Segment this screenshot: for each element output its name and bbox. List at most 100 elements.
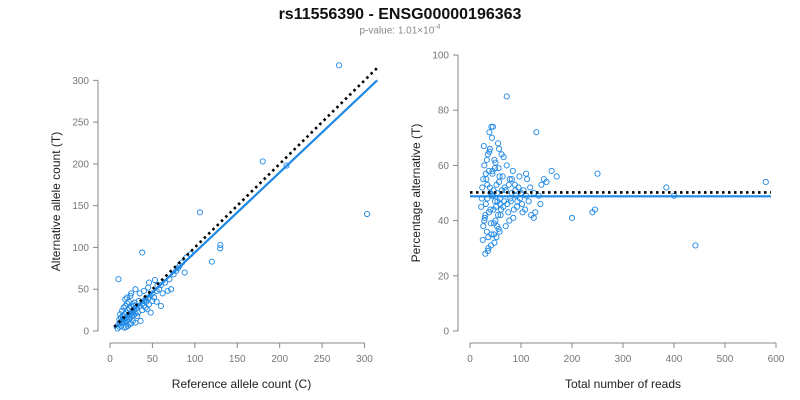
data-point bbox=[548, 167, 555, 174]
data-point bbox=[537, 200, 544, 208]
data-point bbox=[496, 178, 503, 186]
data-point bbox=[553, 173, 560, 180]
data-point bbox=[140, 287, 147, 294]
data-point bbox=[501, 184, 508, 191]
y-tick-label: 150 bbox=[72, 201, 89, 212]
data-point bbox=[149, 297, 156, 304]
data-point bbox=[505, 181, 512, 188]
data-point bbox=[217, 245, 224, 252]
x-axis-title: Reference allele count (C) bbox=[172, 377, 311, 391]
data-point bbox=[120, 304, 127, 311]
data-point bbox=[505, 209, 512, 216]
x-axis-title: Total number of reads bbox=[565, 377, 681, 391]
data-point bbox=[159, 290, 166, 297]
data-point bbox=[483, 228, 490, 235]
data-point bbox=[217, 241, 224, 248]
data-point bbox=[487, 206, 494, 213]
x-tick-label: 150 bbox=[229, 354, 246, 365]
x-tick-label: 200 bbox=[271, 354, 288, 365]
data-point bbox=[147, 309, 154, 316]
subtitle-prefix: p-value: bbox=[359, 25, 398, 37]
data-point bbox=[117, 311, 124, 318]
data-point bbox=[486, 145, 493, 152]
data-point bbox=[479, 184, 486, 191]
data-point bbox=[480, 176, 487, 183]
data-point bbox=[132, 286, 139, 293]
data-point bbox=[493, 223, 501, 230]
y-tick-label: 80 bbox=[438, 106, 450, 117]
data-point bbox=[494, 140, 502, 147]
y-axis-title: Percentage alternative (T) bbox=[409, 124, 423, 263]
data-point bbox=[123, 294, 131, 301]
data-point bbox=[503, 162, 510, 169]
x-tick-label: 200 bbox=[564, 354, 581, 365]
expected-line-dotted bbox=[113, 66, 379, 328]
data-point bbox=[259, 158, 266, 165]
data-point bbox=[497, 212, 504, 219]
data-point bbox=[480, 143, 487, 150]
data-point bbox=[481, 214, 488, 221]
data-point bbox=[486, 129, 493, 136]
x-tick-label: 50 bbox=[147, 354, 159, 365]
data-point bbox=[594, 170, 601, 177]
data-point bbox=[489, 123, 497, 130]
y-tick-label: 20 bbox=[438, 271, 450, 282]
data-point bbox=[122, 296, 129, 303]
data-point bbox=[500, 203, 507, 210]
data-point bbox=[538, 181, 545, 188]
data-point bbox=[145, 279, 153, 286]
data-point bbox=[134, 312, 141, 320]
y-tick-label: 100 bbox=[72, 243, 89, 254]
data-point bbox=[144, 306, 151, 313]
x-tick-label: 500 bbox=[717, 354, 734, 365]
scatter-panel-percentage: 0 100 200 300 400 500 600 0 20 40 60 80 100 Total num… bbox=[409, 51, 785, 392]
data-point bbox=[496, 228, 503, 235]
data-point bbox=[591, 206, 599, 213]
data-point bbox=[525, 198, 532, 205]
data-point bbox=[492, 159, 499, 166]
data-point bbox=[488, 134, 495, 141]
data-point bbox=[490, 187, 497, 194]
y-tick-label: 200 bbox=[72, 159, 89, 170]
y-tick-label: 50 bbox=[78, 285, 90, 296]
data-point bbox=[115, 276, 122, 283]
data-point bbox=[181, 269, 188, 276]
data-point bbox=[478, 203, 485, 210]
data-point bbox=[157, 302, 164, 309]
data-point bbox=[492, 203, 500, 210]
data-point bbox=[506, 176, 513, 183]
data-point bbox=[485, 234, 492, 241]
chart-title: rs11556390 - ENSG00000196363 bbox=[278, 6, 522, 23]
data-point bbox=[762, 178, 769, 186]
scatter-panel-allele-counts: 0 50 100 150 200 250 300 0 50 100 150 200 250 300 Refe… bbox=[49, 62, 379, 391]
data-point bbox=[127, 292, 134, 299]
data-point bbox=[516, 173, 523, 180]
data-point bbox=[506, 217, 513, 224]
data-point bbox=[508, 176, 515, 183]
data-point bbox=[519, 209, 526, 216]
data-point bbox=[153, 298, 160, 305]
x-tick-label: 400 bbox=[666, 354, 683, 365]
y-tick-label: 0 bbox=[443, 327, 449, 338]
data-point bbox=[196, 209, 203, 216]
data-point bbox=[481, 217, 488, 224]
x-tick-label: 250 bbox=[314, 354, 331, 365]
data-point bbox=[511, 181, 518, 188]
data-point bbox=[496, 145, 503, 152]
data-point bbox=[336, 62, 343, 69]
data-point bbox=[514, 198, 521, 205]
data-point bbox=[692, 242, 699, 249]
data-point bbox=[480, 223, 487, 230]
data-point bbox=[532, 209, 539, 216]
data-point bbox=[530, 214, 537, 221]
data-point bbox=[364, 210, 371, 218]
data-point bbox=[139, 249, 146, 256]
data-point bbox=[510, 206, 517, 213]
data-point bbox=[151, 276, 159, 284]
x-tick-label: 0 bbox=[107, 354, 113, 365]
data-point bbox=[129, 317, 136, 325]
data-point bbox=[663, 184, 670, 191]
y-tick-label: 0 bbox=[83, 327, 89, 338]
x-tick-label: 300 bbox=[615, 354, 632, 365]
